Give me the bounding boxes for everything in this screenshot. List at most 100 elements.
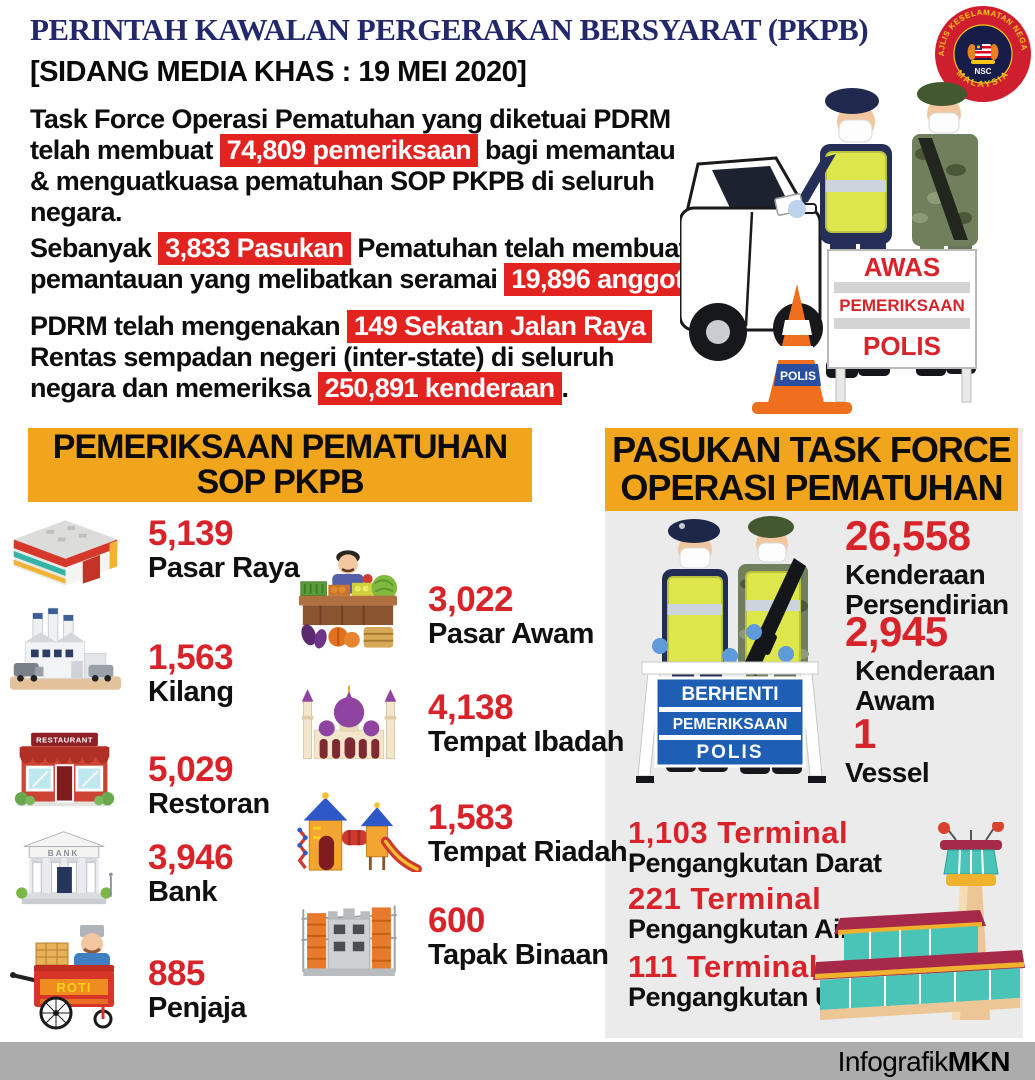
stat-vessel: 1 Vessel: [845, 710, 930, 788]
stat-terminal-darat: 1,103 Terminal Pengangkutan Darat: [628, 816, 882, 878]
footer-bar: [0, 1042, 1035, 1080]
stat-penjaja: 885 Penjaja: [148, 954, 247, 1025]
credit-bold: MKN: [947, 1046, 1011, 1077]
p2-text: Pematuhan telah membuat: [357, 233, 688, 263]
barricade-polis-text: POLIS: [696, 742, 763, 763]
mkn-nsc-badge-icon: MAJLIS KESELAMATAN NEGARA MALAYSIA NSC: [933, 4, 1031, 102]
stat-value: 1: [853, 710, 876, 757]
stat-pasar-raya: 5,139 Pasar Raya: [148, 514, 300, 585]
hawker-cart-icon: ROTI: [10, 925, 114, 1030]
stat-kenderaan-awam: 2,945 Kenderaan Awam: [845, 608, 996, 716]
page-subtitle: [SIDANG MEDIA KHAS : 19 MEI 2020]: [30, 56, 527, 88]
stat-value: 885: [148, 954, 205, 993]
sign-polis-text: POLIS: [863, 331, 941, 361]
p3-highlight-kenderaan: 250,891 kenderaan: [317, 372, 562, 405]
stat-label: Vessel: [845, 757, 930, 788]
sign-pemeriksaan-text: PEMERIKSAAN: [839, 296, 965, 315]
p2-text: Sebanyak: [30, 233, 152, 263]
stat-tempat-ibadah: 4,138 Tempat Ibadah: [428, 688, 625, 759]
p1-text: & menguatkuasa pematuhan SOP PKPB di sel…: [30, 166, 655, 196]
stat-tapak-binaan: 600 Tapak Binaan: [428, 901, 609, 972]
stat-label: Pengangkutan Air: [628, 914, 851, 944]
stat-value: 111 Terminal: [628, 949, 818, 984]
stat-label: Pasar Awam: [428, 618, 594, 650]
stat-label: Persendirian: [845, 589, 1009, 620]
p2-text: pemantauan yang melibatkan seramai: [30, 264, 498, 294]
stat-terminal-air: 221 Terminal Pengangkutan Air: [628, 881, 851, 944]
stat-value: 600: [428, 901, 485, 940]
p3-highlight-sekatan: 149 Sekatan Jalan Raya: [346, 310, 653, 343]
stat-kilang: 1,563 Kilang: [148, 638, 234, 709]
supermarket-icon: [13, 520, 118, 586]
checkpoint-sign: AWAS PEMERIKSAAN POLIS: [827, 249, 977, 403]
stat-label: Tapak Binaan: [428, 939, 609, 971]
stat-value: 2,945: [845, 608, 948, 655]
stat-value: 26,558: [845, 512, 971, 559]
badge-center-text: NSC: [975, 67, 992, 76]
stat-bank: 3,946 Bank: [148, 838, 234, 909]
stat-value: 3,022: [428, 580, 514, 619]
stat-label: Awam: [855, 685, 935, 716]
stat-value: 5,139: [148, 514, 234, 553]
taskforce-section-heading: PASUKAN TASK FORCE OPERASI PEMATUHAN: [605, 428, 1018, 511]
stat-tempat-riadah: 1,583 Tempat Riadah: [428, 798, 628, 869]
stat-label: Pasar Raya: [148, 552, 300, 584]
taskforce-heading-line1: PASUKAN TASK FORCE: [612, 429, 1012, 470]
p1-text: bagi memantau: [484, 135, 676, 165]
airport-terminal-icon: [813, 822, 1025, 1020]
stat-value: 3,946: [148, 838, 234, 877]
stat-value: 1,563: [148, 638, 234, 677]
intro-paragraph-3: PDRM telah mengenakan 149 Sekatan Jalan …: [30, 310, 653, 405]
restaurant-icon: RESTAURANT: [14, 732, 115, 807]
taskforce-heading-line2: OPERASI PEMATUHAN: [620, 467, 1003, 508]
roadblock-checkpoint-illustration: AWAS PEMERIKSAAN POLIS POLIS: [680, 82, 978, 414]
stat-value: 4,138: [428, 688, 514, 727]
sop-heading-line2: SOP PKPB: [196, 463, 364, 501]
sop-section-heading: PEMERIKSAAN PEMATUHAN SOP PKPB: [28, 428, 532, 502]
cart-roti-text: ROTI: [56, 980, 91, 995]
barricade-pemeriksaan-text: PEMERIKSAAN: [673, 716, 788, 733]
p3-text: .: [561, 373, 569, 403]
stat-label: Kenderaan: [855, 655, 996, 686]
restaurant-sign-text: RESTAURANT: [36, 735, 93, 744]
factory-icon: [9, 607, 122, 690]
intro-paragraph-1: Task Force Operasi Pematuhan yang diketu…: [30, 104, 676, 228]
stat-label: Kenderaan: [845, 559, 986, 590]
stat-value: 5,029: [148, 750, 234, 789]
stat-label: Restoran: [148, 788, 270, 820]
p1-highlight-pemeriksaan: 74,809 pemeriksaan: [219, 134, 479, 167]
stat-label: Kilang: [148, 676, 234, 708]
cone-polis-text: POLIS: [780, 369, 816, 383]
playground-icon: [297, 792, 422, 872]
stat-value: 221 Terminal: [628, 881, 822, 916]
intro-paragraph-2: Sebanyak 3,833 Pasukan Pematuhan telah m…: [30, 232, 712, 296]
p1-text: negara.: [30, 197, 122, 227]
stat-value: 1,583: [428, 798, 514, 837]
stat-label: Tempat Riadah: [428, 836, 628, 868]
p1-text: Task Force Operasi Pematuhan yang diketu…: [30, 104, 671, 134]
mosque-icon: [301, 685, 397, 760]
p3-text: Rentas sempadan negeri (inter-state) di …: [30, 342, 615, 372]
stat-label: Pengangkutan Darat: [628, 848, 882, 878]
p1-text: telah membuat: [30, 135, 213, 165]
credit-regular: Infografik: [837, 1046, 949, 1077]
construction-site-icon: [301, 905, 397, 976]
p3-text: negara dan memeriksa: [30, 373, 311, 403]
taskforce-officers-illustration: BERHENTI PEMERIKSAAN POLIS: [636, 516, 826, 783]
stat-label: Tempat Ibadah: [428, 726, 625, 758]
sign-awas-text: AWAS: [864, 252, 941, 282]
stat-restoran: 5,029 Restoran: [148, 750, 270, 821]
p2-highlight-anggota: 19,896 anggota: [504, 263, 705, 296]
bank-icon: BANK: [16, 831, 113, 905]
page-title: PERINTAH KAWALAN PERGERAKAN BERSYARAT (P…: [30, 12, 869, 47]
credit-line: InfografikMKN: [837, 1046, 1011, 1078]
barricade-berhenti-text: BERHENTI: [681, 684, 778, 705]
stat-label: Penjaja: [148, 992, 247, 1024]
stat-pasar-awam: 3,022 Pasar Awam: [428, 580, 594, 651]
sop-heading-line1: PEMERIKSAAN PEMATUHAN: [52, 428, 508, 466]
p2-highlight-pasukan: 3,833 Pasukan: [158, 232, 351, 265]
bank-sign-text: BANK: [48, 848, 80, 858]
stat-kenderaan-persendirian: 26,558 Kenderaan Persendirian: [845, 514, 1009, 620]
stat-value: 1,103 Terminal: [628, 815, 849, 850]
